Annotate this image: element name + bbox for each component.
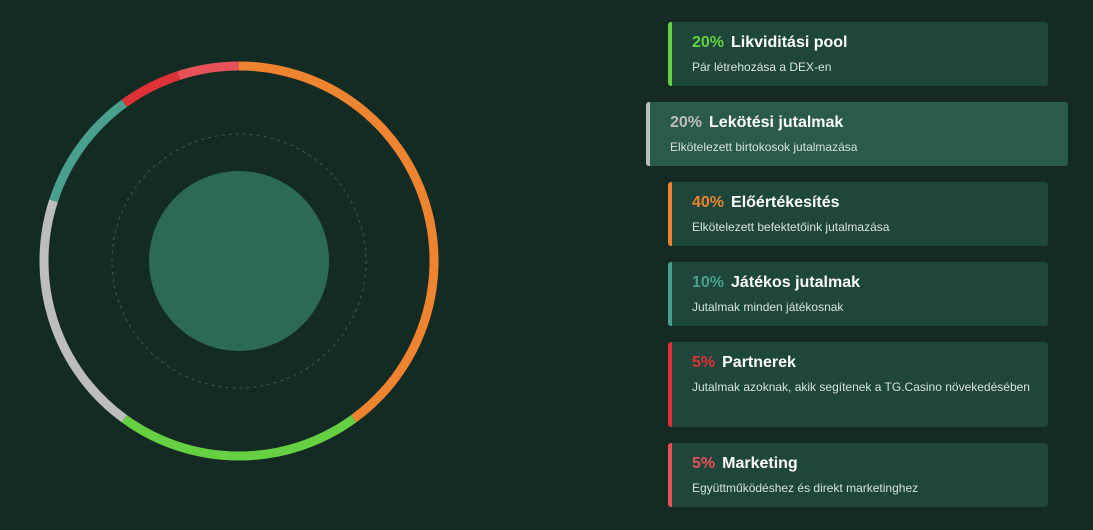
legend-description: Együttműködéshez és direkt marketinghez [692,481,919,495]
legend-percent: 40% [692,194,725,211]
legend-description: Elkötelezett befektetőink jutalmazása [692,220,890,234]
legend-percent: 5% [692,455,716,472]
legend-title: Partnerek [722,354,796,371]
legend-card-staking[interactable]: 20% Lekötési jutalmak Elkötelezett birtok… [646,102,1068,166]
legend-description: Jutalmak minden játékosnak [692,300,844,314]
legend-card-liquidity[interactable]: 20% Likviditási pool Pár létrehozása a DE… [668,22,1048,86]
legend-description: Pár létrehozása a DEX-en [692,60,832,74]
donut-segment-6 [177,61,240,80]
donut-segment-1 [238,61,439,423]
legend-title: Marketing [722,455,798,472]
legend-description: Elkötelezett birtokosok jutalmazása [670,140,858,154]
chart-center-disc [149,171,329,351]
donut-segment-5 [121,71,181,107]
legend-title: Lekötési jutalmak [709,114,844,131]
legend-card-player-rewards[interactable]: 10% Játékos jutalmak Jutalmak minden játé… [668,262,1048,326]
legend-percent: 20% [692,34,725,51]
legend-percent: 5% [692,354,716,371]
legend-title: Előértékesítés [731,194,840,211]
chart-guide-circle [111,133,367,389]
donut-segment-4 [49,99,128,203]
legend-card-marketing[interactable]: 5% Marketing Együttműködéshez és direkt m… [668,443,1048,507]
legend-card-presale[interactable]: 40% Előértékesítés Elkötelezett befektető… [668,182,1048,246]
legend-title: Játékos jutalmak [731,274,860,291]
legend-title: Likviditási pool [731,34,848,51]
donut-segment-2 [121,415,357,461]
legend-percent: 20% [670,114,703,131]
allocation-donut-chart [39,61,439,461]
legend-description: Jutalmak azoknak, akik segítenek a TG.Ca… [692,380,1030,394]
donut-segment-3 [39,199,128,423]
legend-card-partners[interactable]: 5% Partnerek Jutalmak azoknak, akik segít… [668,342,1048,427]
legend-percent: 10% [692,274,725,291]
